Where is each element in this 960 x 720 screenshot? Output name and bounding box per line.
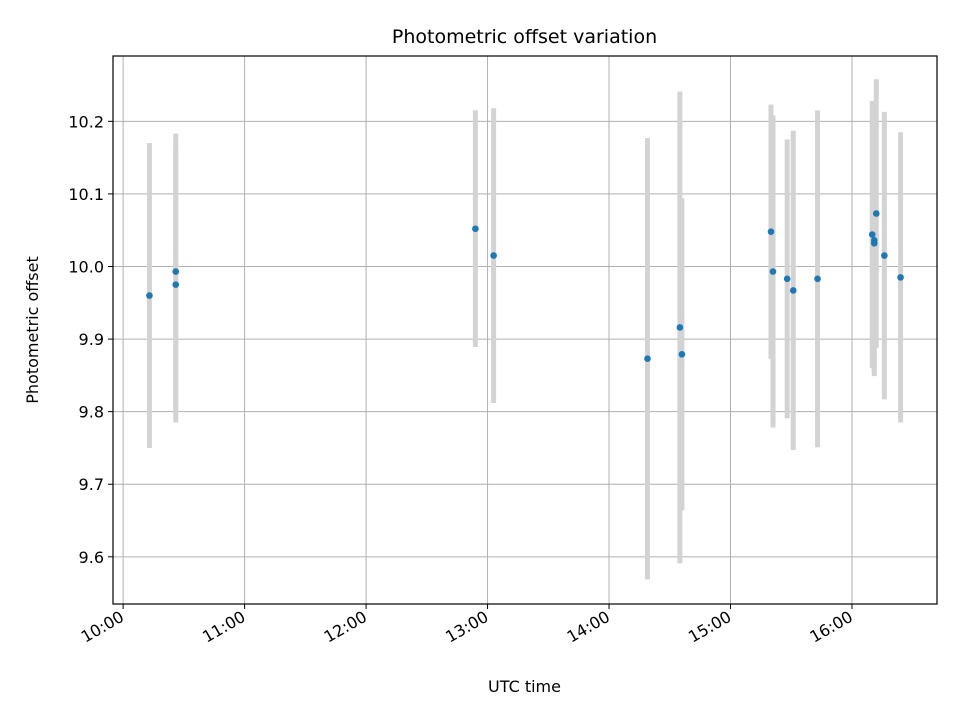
data-point [789,287,797,294]
data-points [146,210,904,362]
y-tick-label: 9.8 [79,403,104,422]
y-tick-label: 9.9 [79,330,104,349]
data-point [172,281,180,288]
y-tick-label: 10.2 [68,112,104,131]
y-axis-title: Photometric offset [23,256,42,404]
data-point [767,228,775,235]
y-tick-label: 9.7 [79,475,104,494]
plot-frame [112,55,938,605]
data-point [644,355,651,362]
data-point [897,274,904,281]
chart-title: Photometric offset variation [392,26,657,48]
data-point [881,252,888,259]
y-tick-label: 10.1 [68,185,104,204]
data-point [472,225,479,233]
data-point [172,268,180,275]
data-point [676,324,684,331]
y-axis: 9.6 9.7 9.8 9.9 10.0 10.1 10.2 [68,112,113,567]
data-point [490,252,497,259]
data-point [769,268,777,275]
data-point [678,351,686,358]
grid [113,56,937,604]
data-point [870,239,878,247]
data-point [146,292,153,299]
y-tick-label: 9.6 [79,548,104,567]
data-point [783,275,791,283]
data-point [814,275,821,283]
data-point [872,210,880,217]
y-tick-label: 10.0 [68,257,104,276]
x-axis-title: UTC time [488,677,561,696]
data-point [868,231,876,238]
